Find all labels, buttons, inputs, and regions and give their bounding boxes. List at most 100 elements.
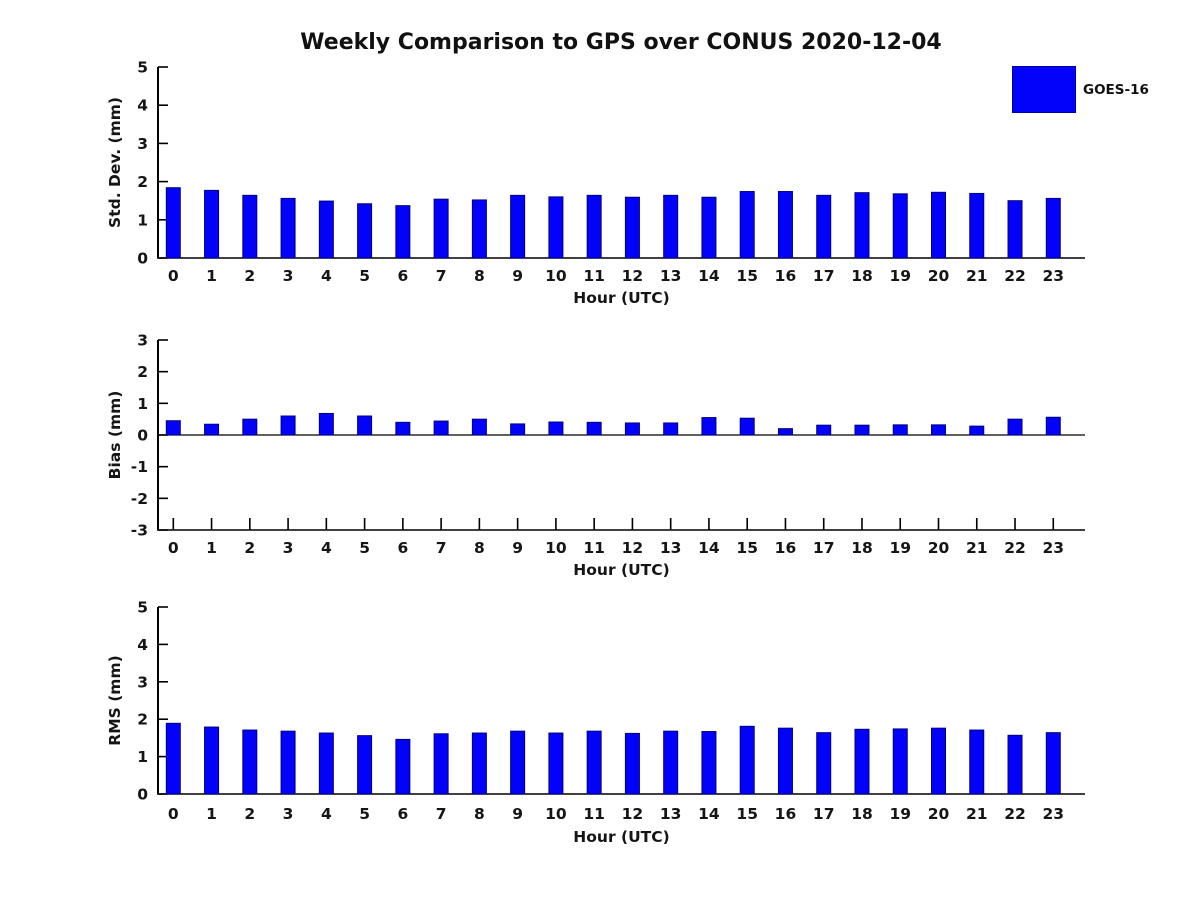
bar-hour-18	[854, 424, 870, 436]
bar-hour-6	[395, 738, 411, 795]
x-tick-label: 8	[474, 805, 485, 823]
bar-hour-14	[701, 417, 717, 436]
x-tick-label: 11	[583, 805, 605, 823]
x-tick-label: 5	[359, 539, 370, 557]
bar-hour-16	[777, 727, 793, 795]
bar-hour-4	[318, 732, 334, 795]
x-tick-label: 18	[851, 267, 873, 285]
x-tick-label: 19	[889, 539, 911, 557]
x-tick-label: 4	[321, 267, 332, 285]
y-tick-label: 2	[137, 711, 148, 729]
bar-hour-10	[548, 196, 564, 259]
bar-hour-3	[280, 197, 296, 259]
x-tick-label: 5	[359, 805, 370, 823]
x-tick-label: 22	[1004, 805, 1026, 823]
bar-hour-9	[510, 423, 526, 436]
bar-hour-5	[357, 415, 373, 436]
x-tick-label: 10	[545, 539, 567, 557]
bar-hour-12	[624, 196, 640, 259]
x-tick-label: 7	[436, 539, 447, 557]
x-tick-label: 16	[775, 539, 797, 557]
bar-hour-20	[931, 191, 946, 259]
x-tick-label: 23	[1042, 805, 1064, 823]
bar-hour-1	[204, 726, 220, 795]
y-tick-label: 0	[137, 786, 148, 804]
x-tick-label: 0	[168, 539, 179, 557]
bar-hour-22	[1007, 734, 1023, 795]
x-tick-label: 13	[660, 267, 682, 285]
bar-hour-8	[471, 199, 487, 259]
x-tick-label: 8	[474, 267, 485, 285]
bar-hour-15	[739, 417, 755, 436]
y-axis-label: RMS (mm)	[106, 655, 124, 745]
x-tick-label: 1	[206, 805, 217, 823]
x-tick-label: 6	[397, 805, 408, 823]
x-tick-label: 12	[622, 805, 644, 823]
y-tick-label: 2	[137, 173, 148, 191]
x-tick-label: 10	[545, 267, 567, 285]
bar-hour-20	[931, 727, 946, 795]
x-tick-label: 13	[660, 539, 682, 557]
y-tick-label: -2	[131, 490, 148, 508]
bar-hour-2	[242, 194, 258, 259]
x-tick-label: 14	[698, 805, 720, 823]
y-tick-label: 5	[137, 59, 148, 77]
bar-hour-7	[433, 420, 449, 436]
x-tick-label: 11	[583, 267, 605, 285]
y-tick-label: 0	[137, 250, 148, 268]
bar-hour-2	[242, 729, 258, 795]
y-tick-label: 1	[137, 211, 148, 229]
bar-hour-22	[1007, 200, 1023, 259]
bar-hour-16	[777, 428, 793, 436]
bar-hour-8	[471, 732, 487, 795]
x-tick-label: 0	[168, 267, 179, 285]
x-tick-label: 23	[1042, 267, 1064, 285]
y-tick-label: 3	[137, 135, 148, 153]
x-tick-label: 15	[736, 539, 758, 557]
bar-hour-0	[165, 420, 181, 436]
x-tick-label: 20	[928, 267, 950, 285]
x-tick-label: 16	[775, 267, 797, 285]
bar-hour-19	[892, 424, 908, 436]
x-tick-label: 0	[168, 805, 179, 823]
x-tick-label: 3	[283, 805, 294, 823]
y-tick-label: 3	[137, 332, 148, 350]
x-tick-label: 6	[397, 539, 408, 557]
y-tick-label: 1	[137, 748, 148, 766]
bar-hour-19	[892, 728, 908, 795]
bar-hour-17	[816, 732, 832, 795]
x-tick-label: 4	[321, 805, 332, 823]
x-tick-label: 3	[283, 267, 294, 285]
x-tick-label: 4	[321, 539, 332, 557]
bar-hour-13	[663, 422, 679, 436]
x-tick-label: 22	[1004, 539, 1026, 557]
y-tick-label: 3	[137, 673, 148, 691]
y-axis-label: Std. Dev. (mm)	[106, 97, 124, 228]
x-tick-label: 17	[813, 805, 835, 823]
bar-hour-23	[1045, 416, 1061, 436]
figure-title: Weekly Comparison to GPS over CONUS 2020…	[300, 30, 942, 55]
bar-hour-13	[663, 730, 679, 795]
bar-hour-12	[624, 732, 640, 795]
bar-hour-15	[739, 191, 755, 259]
x-tick-label: 13	[660, 805, 682, 823]
bar-hour-19	[892, 193, 908, 259]
x-axis-label: Hour (UTC)	[573, 828, 669, 846]
bar-hour-6	[395, 421, 411, 436]
bar-hour-20	[931, 424, 946, 436]
x-tick-label: 23	[1042, 539, 1064, 557]
bar-hour-11	[586, 194, 602, 259]
x-tick-label: 9	[512, 267, 523, 285]
y-tick-label: 4	[137, 97, 148, 115]
bar-hour-14	[701, 731, 717, 795]
bar-hour-23	[1045, 197, 1061, 259]
bar-hour-22	[1007, 418, 1023, 436]
x-tick-label: 17	[813, 267, 835, 285]
x-tick-label: 2	[244, 539, 255, 557]
x-tick-label: 2	[244, 267, 255, 285]
y-tick-label: 1	[137, 395, 148, 413]
x-tick-label: 15	[736, 805, 758, 823]
bar-hour-7	[433, 198, 449, 259]
